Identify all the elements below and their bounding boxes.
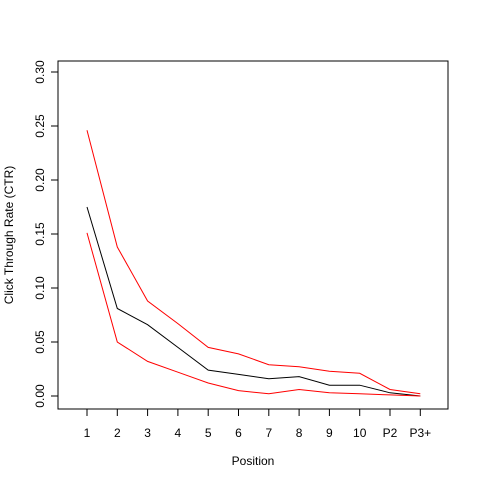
x-axis: 1 2 3 4 5 6 7 8 9 10 P2 P3+	[84, 408, 431, 440]
x-tick-label: 10	[353, 426, 367, 440]
y-tick-label: 0.15	[33, 222, 47, 246]
x-tick-label: 4	[175, 426, 182, 440]
y-axis-label: Click Through Rate (CTR)	[2, 166, 16, 304]
series-line-2	[86, 232, 421, 397]
x-tick-label: 8	[296, 426, 303, 440]
x-tick-label: 6	[235, 426, 242, 440]
x-tick-label: 2	[114, 426, 121, 440]
x-tick-label: P3+	[409, 426, 431, 440]
y-tick-label: 0.20	[33, 168, 47, 192]
x-tick-label: 1	[84, 426, 91, 440]
series-line-0	[86, 206, 421, 397]
y-tick-label: 0.30	[33, 60, 47, 84]
x-tick-label: 5	[205, 426, 212, 440]
y-axis: 0.00 0.05 0.10 0.15 0.20 0.25 0.30	[33, 60, 59, 408]
x-tick-label: 7	[265, 426, 272, 440]
plot-frame	[57, 60, 449, 410]
x-axis-label: Position	[232, 454, 275, 468]
x-tick-label: 3	[144, 426, 151, 440]
y-tick-label: 0.05	[33, 330, 47, 354]
x-tick-label: 9	[326, 426, 333, 440]
series-line-1	[86, 130, 421, 395]
y-tick-label: 0.25	[33, 114, 47, 138]
y-tick-label: 0.00	[33, 384, 47, 408]
x-tick-label: P2	[383, 426, 398, 440]
y-tick-label: 0.10	[33, 276, 47, 300]
series-layer	[86, 130, 421, 397]
